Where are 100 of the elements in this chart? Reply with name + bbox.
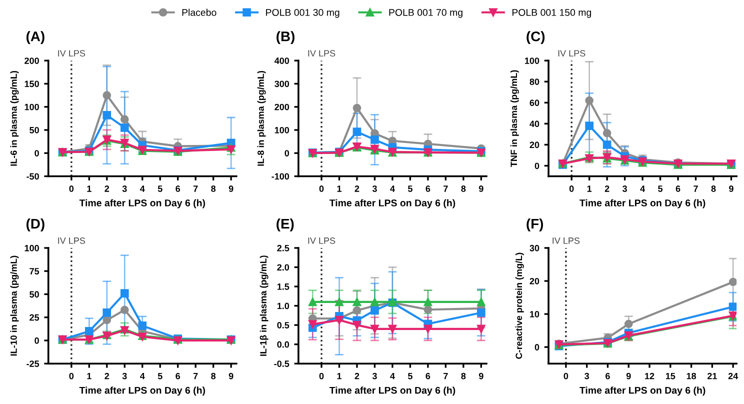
y-axis-title: IL-8 in plasma (pg/mL) [257,70,266,166]
y-tick-label: -25 [26,360,40,367]
y-tick-label: 2.5 [277,244,290,252]
y-tick-label: 10 [530,311,540,318]
x-tick-label: 6 [426,186,430,192]
legend-label: Placebo [182,8,216,16]
x-tick-label: 3 [372,186,377,192]
x-tick-label: 1 [587,186,592,192]
x-tick-label: 2 [604,186,610,192]
y-tick-label: 20 [530,142,540,148]
x-tick-label: 24 [728,372,738,380]
ref-line-label: IV LPS [58,237,86,244]
y-tick-label: 300 [274,80,290,88]
y-tick-label: 150 [24,80,39,88]
y-tick-label: 20 [530,278,540,284]
x-tick-label: 8 [211,372,216,380]
y-tick-label: 50 [30,126,39,134]
y-tick-label: 0 [284,150,290,156]
x-tick-label: 4 [140,186,145,192]
x-tick-label: 15 [666,372,676,380]
legend-label: POLB 001 150 mg [512,9,592,18]
chart-title: (D) [26,218,44,232]
y-tick-label: -50 [26,173,39,180]
x-tick-label: 6 [176,186,180,192]
x-tick-label: 2 [354,372,360,380]
y-tick-label: 200 [274,104,290,110]
x-tick-label: 5 [408,372,412,380]
y-tick-label: 80 [530,78,540,85]
y-tick-label: 0 [34,337,39,344]
y-tick-label: 0 [34,150,39,156]
y-tick-label: 30 [530,244,540,252]
y-tick-label: 0 [534,344,540,350]
x-tick-label: 3 [122,186,127,192]
x-tick-label: 1 [337,186,342,192]
x-tick-label: 4 [390,186,395,192]
x-tick-label: 6 [606,372,610,380]
ref-line-label: IV LPS [308,50,336,57]
x-tick-label: 1 [87,186,92,192]
x-tick-label: 7 [444,186,448,192]
x-tick-label: 1 [87,372,92,380]
x-tick-label: 2 [104,372,110,380]
ref-line-label: IV LPS [308,237,336,244]
x-axis-title: Time after LPS on Day 6 (h) [329,386,456,396]
x-tick-label: 0 [319,186,324,192]
x-tick-label: 7 [444,372,448,380]
x-tick-label: 5 [158,186,162,192]
y-axis-title: IL-6 in plasma (pg/mL) [10,70,19,166]
x-tick-label: 3 [122,372,127,380]
y-tick-label: 25 [30,314,40,321]
chart-title: (C) [526,31,545,44]
y-tick-label: 75 [30,268,40,274]
y-tick-label: 50 [30,291,39,298]
x-tick-label: 18 [686,372,696,380]
y-tick-label: 200 [24,58,39,64]
x-tick-label: 6 [176,372,180,380]
y-axis-title: C-reactive protein (mg/L) [515,252,524,359]
y-tick-label: 400 [274,58,290,64]
x-tick-label: 7 [193,186,198,192]
chart-title: (A) [26,31,44,44]
x-axis-title: Time after LPS on Day 6 (h) [329,199,456,208]
legend-label: POLB 001 30 mg [266,9,340,18]
y-axis-title: IL-1β in plasma (pg/mL) [260,256,268,356]
x-tick-label: 3 [584,372,590,380]
chart-title: (E) [276,218,294,232]
y-axis-title: IL-10 in plasma (pg/mL) [10,256,19,356]
y-axis-title: TNF in plasma (pg/mL) [510,70,519,167]
y-tick-label: 100 [525,58,540,64]
x-tick-label: 9 [478,372,484,380]
x-tick-label: 2 [104,186,110,192]
y-tick-label: 100 [24,104,39,110]
x-tick-label: 9 [729,186,734,192]
x-tick-label: 2 [354,186,360,192]
x-axis-title: Time after LPS on Day 6 (h) [580,386,706,396]
x-tick-label: 8 [461,372,466,380]
chart-title: (F) [526,218,544,232]
y-tick-label: -100 [272,173,290,180]
ref-line-label: IV LPS [58,50,86,57]
x-tick-label: 21 [707,372,717,380]
x-tick-label: 5 [658,186,663,192]
x-axis-title: Time after LPS on Day 6 (h) [79,386,206,396]
x-tick-label: 0 [569,186,574,192]
x-tick-label: 7 [694,186,698,192]
x-tick-label: 3 [622,186,627,192]
x-tick-label: 0 [564,372,568,380]
ref-line-label: IV LPS [558,50,586,57]
y-tick-label: 100 [274,126,290,134]
x-tick-label: 4 [640,186,646,192]
chart-title: (B) [276,31,294,44]
y-tick-label: 100 [24,244,39,252]
y-tick-label: 0 [534,162,540,170]
x-tick-label: 9 [478,186,484,192]
y-tick-label: 0.0 [277,341,290,348]
x-tick-label: 3 [372,372,377,380]
x-tick-label: 8 [461,186,466,192]
x-tick-label: 6 [676,186,680,192]
x-tick-label: 4 [390,372,395,380]
x-tick-label: 7 [193,372,198,380]
y-tick-label: 1.0 [277,302,290,310]
x-tick-label: 9 [228,186,234,192]
x-tick-label: 5 [158,372,162,380]
